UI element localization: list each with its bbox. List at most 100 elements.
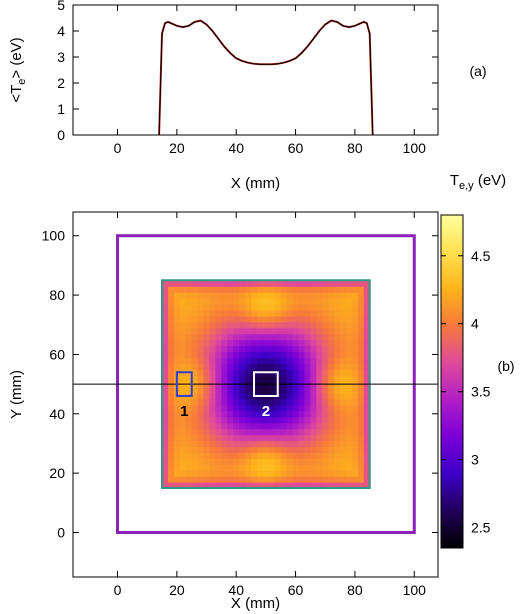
heatmap-cell — [328, 470, 335, 477]
heatmap-cell — [268, 327, 276, 335]
heatmap-cell — [185, 345, 193, 353]
heatmap-cell — [209, 458, 217, 465]
heatmap-cell — [280, 434, 288, 442]
heatmap-cell — [274, 398, 282, 406]
heatmap-cell — [298, 357, 306, 364]
heatmap-cell — [167, 428, 175, 436]
heatmap-cell — [268, 298, 276, 305]
heatmap-cell — [274, 416, 282, 424]
heatmap-cell — [209, 434, 217, 442]
heatmap-cell — [167, 345, 175, 353]
heatmap-cell — [173, 280, 181, 287]
heatmap-cell — [351, 470, 359, 477]
heatmap-cell — [227, 398, 234, 406]
heatmap-cell — [203, 286, 211, 293]
heatmap-cell — [191, 434, 199, 442]
heatmap-cell — [334, 464, 341, 471]
heatmap-cell — [340, 446, 347, 453]
heatmap-cell — [197, 440, 205, 448]
heatmap-cell — [203, 416, 211, 424]
heatmap-cell — [167, 303, 175, 311]
heatmap-cell — [286, 458, 294, 465]
heatmap-cell — [179, 292, 187, 299]
heatmap-cell — [292, 446, 300, 453]
heatmap-cell — [162, 393, 169, 400]
heatmap-cell — [233, 470, 240, 477]
heatmap-cell — [357, 458, 365, 465]
heatmap-cell — [227, 452, 234, 459]
heatmap-cell — [162, 422, 169, 430]
heatmap-cell — [298, 393, 306, 400]
heatmap-cell — [239, 321, 246, 329]
heatmap-cell — [245, 333, 252, 341]
panel-b-frame — [72, 211, 439, 578]
heatmap-cell — [173, 434, 181, 442]
heatmap-cell — [334, 351, 341, 358]
heatmap-cell — [256, 458, 264, 465]
heatmap-cell — [286, 452, 294, 459]
heatmap-cell — [197, 482, 205, 489]
heatmap-cell — [351, 345, 359, 353]
heatmap-cell — [328, 476, 335, 483]
heatmap-cell — [328, 434, 335, 442]
heatmap-cell — [221, 327, 228, 335]
heatmap-cell — [334, 428, 341, 436]
heatmap-cell — [191, 292, 199, 299]
heatmap-cell — [197, 292, 205, 299]
heatmap-cell — [274, 303, 282, 311]
heatmap-cell — [227, 440, 234, 448]
heatmap-cell — [256, 357, 264, 364]
heatmap-cell — [215, 440, 222, 448]
heatmap-cell — [328, 416, 335, 424]
heatmap-cell — [251, 345, 258, 353]
heatmap-cell — [185, 303, 193, 311]
panel-b-y-tick-label: 80 — [49, 287, 65, 303]
heatmap-cell — [262, 286, 270, 293]
heatmap-cell — [346, 446, 353, 453]
heatmap-cell — [209, 404, 217, 412]
panel-b-y-tick-label: 40 — [49, 406, 65, 422]
heatmap-cell — [191, 398, 199, 406]
heatmap-cell — [328, 333, 335, 341]
heatmap-cell — [304, 464, 311, 471]
heatmap-cell — [239, 280, 246, 287]
heatmap-cell — [322, 458, 329, 465]
heatmap-cell — [280, 321, 288, 329]
heatmap-cell — [292, 470, 300, 477]
heatmap-cell — [245, 292, 252, 299]
heatmap-cell — [346, 404, 353, 412]
heatmap-cell — [203, 458, 211, 465]
heatmap-cell — [346, 422, 353, 430]
heatmap-cell — [340, 280, 347, 287]
heatmap-cell — [197, 387, 205, 394]
heatmap-cell — [209, 333, 217, 341]
heatmap-cell — [304, 357, 311, 364]
heatmap-cell — [340, 286, 347, 293]
heatmap-cell — [280, 315, 288, 323]
heatmap-cell — [351, 286, 359, 293]
panel-a-y-axis-label-end: > (eV) — [8, 37, 25, 78]
heatmap-cell — [221, 351, 228, 358]
heatmap-cell — [351, 428, 359, 436]
heatmap-cell — [173, 363, 181, 370]
heatmap-cell — [274, 458, 282, 465]
heatmap-cell — [316, 482, 323, 489]
heatmap-cell — [268, 446, 276, 453]
heatmap-cell — [322, 398, 329, 406]
heatmap-cell — [268, 280, 276, 287]
heatmap-cell — [268, 404, 276, 412]
heatmap-cell — [346, 363, 353, 370]
heatmap-cell — [340, 428, 347, 436]
heatmap-cell — [162, 398, 169, 406]
heatmap-cell — [357, 321, 365, 329]
heatmap-cell — [322, 393, 329, 400]
heatmap-cell — [316, 298, 323, 305]
heatmap-cell — [209, 351, 217, 358]
heatmap-cell — [167, 458, 175, 465]
heatmap-cell — [274, 452, 282, 459]
heatmap-cell — [304, 351, 311, 358]
heatmap-cell — [351, 476, 359, 483]
heatmap-cell — [227, 428, 234, 436]
heatmap-cell — [209, 464, 217, 471]
